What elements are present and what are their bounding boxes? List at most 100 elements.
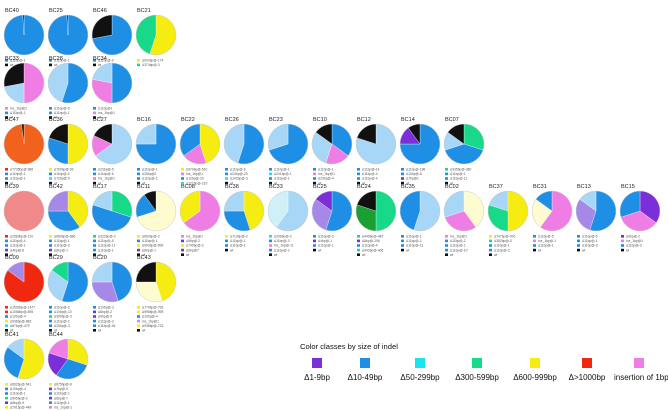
legend-swatch (137, 172, 140, 176)
legend-swatch (5, 306, 8, 309)
pie-slice (223, 190, 245, 212)
legend-swatch (49, 383, 52, 386)
legend-swatch (401, 168, 404, 171)
pie-legend-label: Δ747bp@-976 (494, 235, 515, 239)
pie-legend-label: Δ7735bp@-986 (10, 168, 33, 172)
legend-swatch (49, 172, 52, 176)
legend-swatch (401, 248, 404, 252)
pie-legend-label: wt (318, 248, 321, 252)
pie-legend-label: Δ11bp@-1 (274, 177, 290, 181)
pie-legend-label: wt (450, 253, 453, 257)
pie-bc37: BC37 Δ747bp@-976Δ352bp@-3Δ11bp@-1Δ11bp@-3… (487, 184, 529, 257)
pie-legend-label: wt (450, 181, 453, 185)
pie-legend-label: Δ11bp@-1 (142, 177, 158, 181)
pie-title: BC13 (577, 184, 591, 190)
pie-title: BC09 (5, 255, 19, 261)
pie-legend-label: Δ241bp@-1 (274, 172, 292, 176)
legend-swatch (93, 253, 96, 256)
pie-legend-label: Ins_1bp@1 (318, 172, 335, 176)
legend-swatch (401, 239, 404, 243)
pie-legend-label: Δ443bp@-406 (362, 248, 383, 252)
legend-swatch (49, 181, 52, 185)
pie-bc25: BC25 Δ11bp@-1wt (47, 8, 89, 67)
pie-outline (487, 190, 529, 232)
pie-legend-label: Δ6bp@7 (186, 248, 199, 252)
legend-swatch (93, 235, 96, 238)
pie-legend-label: Δ11bp@-1 (318, 168, 334, 172)
pie-bc44: BC44 Δ675bp@-8Δ7bp@-9Δ10bp@-1Δ6bp@-7Δ11bp… (47, 332, 89, 410)
legend-title: Color classes by size of indel (300, 342, 398, 351)
legend-swatch (445, 172, 448, 176)
legend-swatch (445, 248, 448, 252)
pie-legend-label: Δ936bp@-882 (10, 319, 31, 323)
legend-swatch (137, 168, 140, 171)
legend-swatch (137, 310, 140, 314)
legend-swatch (5, 63, 8, 67)
legend-swatch (49, 319, 52, 323)
legend-item--1-9bp: Δ1-9bp (292, 358, 342, 382)
pie-legend-label: Δ970bp@-510 (186, 168, 207, 172)
legend-swatch (225, 235, 228, 238)
pie-legend-label: Δ11bp@-4 (362, 177, 378, 181)
pie-legend-label: Δ545bp@-2 (10, 396, 28, 400)
pie-bc22: BC22 Δ970bp@-510Ins_1bp@1Δ12bp@-20Δ227bp@… (179, 117, 221, 185)
pie-legend-label: wt (54, 253, 57, 257)
pie-outline (179, 123, 221, 165)
legend-swatch (181, 172, 184, 176)
pie-legend-label: Δ11bp@-10 (450, 248, 468, 252)
legend-swatch (269, 235, 272, 238)
pie-title: BC16 (137, 117, 151, 123)
legend-swatch (93, 177, 96, 180)
pie-legend-label: Δ749bp@-2 (186, 244, 204, 248)
pie-legend-label: Δ10bp@-6 (406, 172, 422, 176)
pie-legend-label: Δ11bp@-1 (582, 239, 598, 243)
pie-legend-label: Δ8bp@-1 (54, 248, 68, 252)
pie-legend-label: Δ11bp@-1 (10, 111, 26, 115)
legend-swatch (49, 396, 52, 400)
pie-legend-label: wt (10, 63, 13, 67)
legend-swatch (621, 235, 624, 238)
pie-legend-label: Δ660bp@-2 (142, 235, 160, 239)
legend-swatch (49, 111, 52, 115)
pie-title: BC39 (5, 184, 19, 190)
legend-swatch (533, 239, 536, 243)
pie-legend-label: Δ11bp@-3 (274, 239, 290, 243)
pie-legend-label: Δ399bp@-3 (54, 315, 72, 319)
pie-legend-label: Δ10bp@-4 (10, 315, 26, 319)
pie-legend-label: wt (230, 181, 233, 185)
pie-outline (3, 123, 45, 165)
pie-legend-label: Δ72bp@-9 (54, 177, 70, 181)
pie-bc41: BC41 Δ662bp@-541Δ10bp@-4Δ11bp@-1Δ545bp@-2… (3, 332, 45, 410)
legend-swatch (313, 168, 316, 171)
pie-legend-label: Δ11bp@-14 (362, 168, 380, 172)
legend-swatch (5, 111, 8, 115)
pie-bc24: BC24 Δ449bp@-487Δ6bp@-206Δ11bp@-4Δ443bp@-… (355, 184, 397, 257)
legend-swatch (313, 181, 316, 185)
pie-legend-label: Δ11bp@-1 (10, 59, 26, 63)
legend-swatch (225, 248, 228, 252)
pie-legend-label: wt (10, 253, 13, 257)
legend-label: Δ50-299bp (400, 373, 440, 382)
pie-legend-label: wt (54, 181, 57, 185)
pie-legend-label: wt (98, 63, 101, 67)
pie-legend-label: Δ675bp@-8 (54, 383, 72, 387)
pie-title: BC27 (93, 117, 107, 123)
legend-swatch (93, 310, 96, 314)
legend-swatch (137, 248, 140, 252)
pie-title: BC46 (93, 8, 107, 14)
legend-swatch (49, 392, 52, 395)
pie-title: BC08 (181, 184, 195, 190)
legend-swatch (49, 168, 52, 171)
legend-swatch (5, 315, 8, 318)
legend-swatch (533, 244, 536, 247)
pie-legend-label: Ins_1bp@1 (186, 172, 203, 176)
pie-outline (135, 261, 177, 303)
legend-swatch (181, 239, 184, 243)
pie-legend-label: wt (54, 329, 57, 333)
